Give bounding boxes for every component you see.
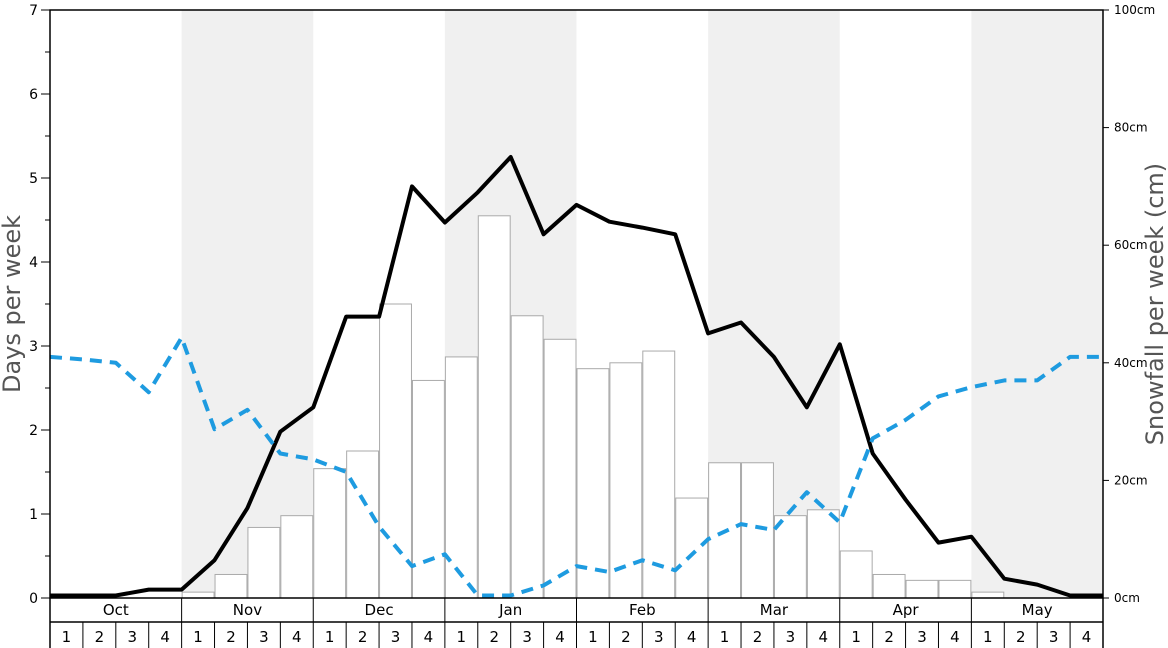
week-label: 2 (884, 628, 894, 646)
week-label: 1 (983, 628, 993, 646)
week-label: 3 (1049, 628, 1059, 646)
week-label: 4 (687, 628, 697, 646)
left-tick-label: 6 (29, 87, 38, 103)
week-label: 4 (160, 628, 170, 646)
week-label: 2 (95, 628, 105, 646)
snowfall-bar (905, 579, 939, 599)
snowfall-bar (346, 450, 380, 599)
right-axis: 0cm 20cm 40cm 60cm 80cm 100cm (1103, 3, 1155, 605)
right-tick-label: 100cm (1114, 3, 1155, 17)
month-label: Mar (760, 601, 789, 619)
snowfall-bars (181, 215, 1005, 599)
snowfall-bar (642, 350, 676, 599)
left-tick-label: 2 (29, 423, 38, 439)
month-label: Feb (629, 601, 656, 619)
month-label: Apr (893, 601, 920, 619)
snowfall-bar (411, 379, 445, 599)
month-shade-may (971, 10, 1103, 598)
week-label: 1 (851, 628, 861, 646)
month-label: Oct (103, 601, 129, 619)
snowfall-bar (247, 526, 281, 599)
right-tick-label: 20cm (1114, 473, 1148, 487)
snowfall-bar (675, 497, 709, 599)
week-label: 1 (588, 628, 598, 646)
week-label: 3 (127, 628, 137, 646)
week-label: 4 (1082, 628, 1092, 646)
left-tick-label: 3 (29, 339, 38, 355)
right-tick-label: 40cm (1114, 356, 1148, 370)
week-label: 4 (424, 628, 434, 646)
snowfall-bar (313, 468, 347, 599)
week-label: 1 (325, 628, 335, 646)
snowfall-bar (477, 215, 511, 599)
series-lines (49, 155, 1103, 598)
snowfall-bar (773, 515, 807, 599)
month-shade-nov (181, 10, 314, 598)
snowfall-bar (379, 303, 412, 599)
right-tick-label: 80cm (1114, 121, 1148, 135)
left-tick-label: 7 (29, 3, 38, 19)
week-label: 4 (555, 628, 565, 646)
week-label: 4 (950, 628, 960, 646)
right-tick-label: 60cm (1114, 238, 1148, 252)
week-label: 3 (259, 628, 269, 646)
month-label: Nov (233, 601, 262, 619)
snowfall-bar (543, 338, 577, 599)
snowfall-bar (214, 573, 248, 599)
week-label: 3 (917, 628, 927, 646)
left-tick-label: 1 (29, 507, 38, 523)
week-label: 2 (621, 628, 631, 646)
week-label-row: 1 2 3 4 1 2 3 4 1 2 3 4 1 2 3 4 1 2 3 4 1 2 3 4 1 2 3 4 1 2 3 4 (49, 622, 1104, 648)
left-axis: 0 1 2 3 4 5 6 7 (29, 3, 50, 607)
week-label: 2 (1016, 628, 1026, 646)
week-label: 2 (753, 628, 763, 646)
snowfall-bar (971, 591, 1005, 599)
week-label: 1 (62, 628, 72, 646)
month-label-row: Oct Nov Dec Jan Feb Mar Apr May (49, 598, 1104, 623)
solid-series-line (50, 155, 1103, 598)
snowfall-bar (510, 315, 544, 599)
snowfall-bar (444, 356, 478, 599)
snowfall-bar (839, 550, 873, 599)
left-axis-label: Days per week (0, 215, 26, 393)
snowfall-bar (741, 462, 774, 599)
week-label: 3 (786, 628, 796, 646)
week-label: 3 (654, 628, 664, 646)
snowfall-bar (181, 591, 215, 599)
week-label: 1 (457, 628, 467, 646)
left-tick-label: 0 (29, 591, 38, 607)
right-axis-label: Snowfall per week (cm) (1141, 163, 1168, 445)
snowfall-bar (806, 509, 840, 599)
snowfall-bar (872, 573, 906, 599)
week-label: 2 (226, 628, 236, 646)
week-label: 1 (720, 628, 730, 646)
week-label: 3 (522, 628, 532, 646)
week-label: 2 (358, 628, 368, 646)
left-tick-label: 4 (29, 255, 38, 271)
week-label: 1 (193, 628, 203, 646)
right-tick-label: 0cm (1114, 591, 1140, 605)
left-tick-label: 5 (29, 171, 38, 187)
snowfall-bar (609, 362, 643, 599)
month-label: Dec (365, 601, 394, 619)
snowfall-bar (938, 579, 972, 599)
week-label: 3 (391, 628, 401, 646)
snowfall-bar (576, 368, 610, 599)
dashed-series-line (49, 335, 1103, 598)
week-label: 4 (292, 628, 302, 646)
week-label: 2 (489, 628, 499, 646)
week-label: 4 (819, 628, 829, 646)
month-label: May (1022, 601, 1053, 619)
month-label: Jan (498, 601, 522, 619)
snowfall-bar (280, 515, 314, 599)
